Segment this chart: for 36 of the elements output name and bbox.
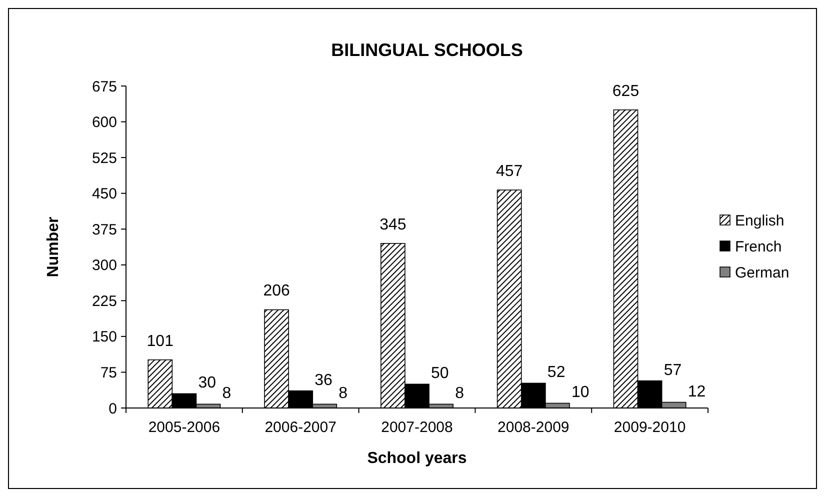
x-tick-label: 2005-2006 <box>148 419 220 436</box>
y-axis-title: Number <box>45 216 62 278</box>
data-label: 12 <box>688 383 706 400</box>
data-label: 36 <box>314 372 333 389</box>
chart-title: BILINGUAL SCHOOLS <box>331 40 523 60</box>
data-label: 8 <box>455 385 464 402</box>
y-tick-label: 600 <box>92 114 117 132</box>
data-label: 625 <box>612 82 640 100</box>
y-tick-label: 150 <box>92 328 117 346</box>
y-tick-label: 75 <box>100 364 117 382</box>
data-label: 101 <box>146 332 174 350</box>
legend-label: German <box>735 264 790 282</box>
legend-label: French <box>735 238 782 256</box>
data-label: 10 <box>571 384 590 402</box>
x-tick-label: 2006-2007 <box>264 419 336 436</box>
data-label: 345 <box>380 216 406 234</box>
data-label: 8 <box>222 385 232 402</box>
y-tick-label: 300 <box>92 257 117 274</box>
x-tick-label: 2009-2010 <box>614 419 686 436</box>
data-label: 57 <box>664 362 682 379</box>
data-label: 50 <box>431 365 449 382</box>
data-label: 52 <box>547 364 566 382</box>
y-tick-label: 675 <box>92 78 117 96</box>
x-tick-label: 2008-2009 <box>498 419 570 436</box>
y-tick-label: 375 <box>92 221 117 238</box>
data-label: 8 <box>338 385 348 402</box>
data-label: 457 <box>496 162 523 180</box>
data-label: 30 <box>198 374 216 392</box>
y-tick-label: 525 <box>92 150 117 167</box>
legend-label: English <box>735 212 784 230</box>
y-tick-label: 0 <box>108 400 117 418</box>
data-label: 206 <box>263 282 290 300</box>
x-axis-title: School years <box>367 450 467 467</box>
x-tick-label: 2007-2008 <box>381 419 453 436</box>
y-tick-label: 225 <box>92 292 117 310</box>
y-tick-label: 450 <box>92 186 117 203</box>
